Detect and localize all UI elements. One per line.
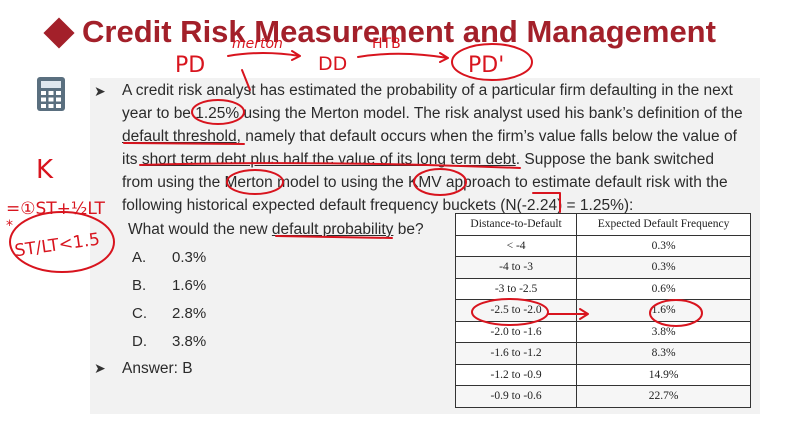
table-cell: -3 to -2.5 xyxy=(454,277,578,300)
table-cell: -0.9 to -0.6 xyxy=(454,385,578,408)
option-value: 1.6% xyxy=(172,277,207,294)
table-row: -0.9 to -0.6 22.7% xyxy=(454,385,751,408)
table-row: -1.2 to -0.9 14.9% xyxy=(454,363,751,386)
option-letter: C. xyxy=(132,305,147,322)
option-value: 0.3% xyxy=(172,249,207,266)
table-row: -3 to -2.5 0.6% xyxy=(454,277,751,300)
page-title: Credit Risk Measurement and Management xyxy=(82,14,716,49)
table-cell: 0.3% xyxy=(576,234,751,257)
table-cell: 3.8% xyxy=(576,320,751,343)
question-line: A credit risk analyst has estimated the … xyxy=(122,82,733,99)
table-row: -4 to -3 0.3% xyxy=(454,256,751,279)
question-line: its short term debt plus half the value … xyxy=(122,151,714,168)
table-header: Distance-to-Default xyxy=(454,213,578,236)
table-cell: 0.6% xyxy=(576,277,751,300)
table-cell: -2.0 to -1.6 xyxy=(454,320,578,343)
table-cell: -2.5 to -2.0 xyxy=(454,299,578,322)
answer-text: Answer: B xyxy=(122,360,193,377)
option-letter: D. xyxy=(132,333,147,350)
question-line: year to be 1.25% using the Merton model.… xyxy=(122,105,743,122)
question-line: from using the Merton model to using the… xyxy=(122,174,728,191)
bullet-arrow-icon: ➤ xyxy=(94,83,106,99)
note-star: * xyxy=(6,218,13,234)
option-letter: A. xyxy=(132,249,147,266)
table-header: Expected Default Frequency xyxy=(576,213,751,236)
table-cell: 0.3% xyxy=(576,256,751,279)
table-cell: < -4 xyxy=(454,234,578,257)
table-cell: -1.6 to -1.2 xyxy=(454,342,578,365)
bullet-arrow-icon: ➤ xyxy=(94,360,106,376)
question-line: following historical expected default fr… xyxy=(122,197,634,214)
title-bar: Credit Risk Measurement and Management xyxy=(0,0,800,66)
question-line: default threshold, namely that default o… xyxy=(122,128,737,145)
table-cell: -1.2 to -0.9 xyxy=(454,363,578,386)
table-row: -2.5 to -2.0 1.6% xyxy=(454,299,751,322)
table-row: -2.0 to -1.6 3.8% xyxy=(454,320,751,343)
edf-table: Distance-to-Default Expected Default Fre… xyxy=(454,213,751,408)
note-k: K xyxy=(36,155,54,185)
option-letter: B. xyxy=(132,277,147,294)
table-cell: 14.9% xyxy=(576,363,751,386)
table-cell: 1.6% xyxy=(576,299,751,322)
note-ratio: ST/LT<1.5 xyxy=(13,230,101,262)
table-row: < -4 0.3% xyxy=(454,234,751,257)
table-cell: 8.3% xyxy=(576,342,751,365)
option-value: 3.8% xyxy=(172,333,207,350)
title-diamond-icon xyxy=(43,17,75,49)
table-cell: -4 to -3 xyxy=(454,256,578,279)
table-cell: 22.7% xyxy=(576,385,751,408)
calculator-icon[interactable] xyxy=(36,76,66,112)
question-line: What would the new default probability b… xyxy=(128,221,424,238)
option-value: 2.8% xyxy=(172,305,207,322)
table-row: -1.6 to -1.2 8.3% xyxy=(454,342,751,365)
table-header-row: Distance-to-Default Expected Default Fre… xyxy=(454,213,751,236)
